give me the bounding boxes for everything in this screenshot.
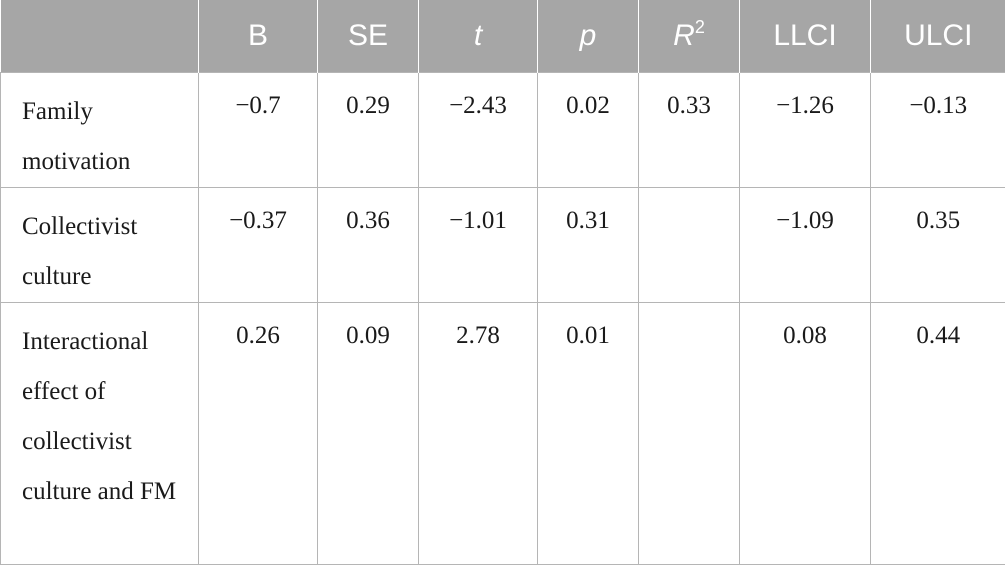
cell-se-value: 0.09 xyxy=(346,322,390,349)
cell-b: 0.26 xyxy=(198,302,318,565)
cell-b-value: −0.7 xyxy=(235,92,281,119)
cell-t-value: 2.78 xyxy=(456,322,500,349)
cell-r2 xyxy=(638,302,740,565)
cell-llci-value: −1.09 xyxy=(776,207,834,234)
header-b: B xyxy=(198,0,318,73)
row-label: Family motivation xyxy=(0,72,199,188)
cell-b: −0.7 xyxy=(198,72,318,188)
cell-p: 0.01 xyxy=(537,302,639,565)
header-llci: LLCI xyxy=(739,0,871,73)
cell-llci: −1.26 xyxy=(739,72,871,188)
cell-p: 0.31 xyxy=(537,187,639,303)
cell-r2 xyxy=(638,187,740,303)
table-row: Family motivation −0.7 0.29 −2.43 0.02 0… xyxy=(0,72,1005,188)
cell-ulci: −0.13 xyxy=(870,72,1005,188)
cell-r2: 0.33 xyxy=(638,72,740,188)
cell-b-value: −0.37 xyxy=(229,207,287,234)
table-row: Collectivist culture −0.37 0.36 −1.01 0.… xyxy=(0,187,1005,303)
cell-se: 0.36 xyxy=(317,187,419,303)
header-t: t xyxy=(418,0,538,73)
header-row: B SE t p R2 LLCI ULCI xyxy=(0,0,1005,73)
cell-p: 0.02 xyxy=(537,72,639,188)
cell-p-value: 0.01 xyxy=(566,322,610,349)
cell-ulci-value: 0.44 xyxy=(916,322,961,349)
cell-llci: 0.08 xyxy=(739,302,871,565)
header-p: p xyxy=(537,0,639,73)
cell-t: 2.78 xyxy=(418,302,538,565)
cell-se-value: 0.29 xyxy=(346,92,390,119)
cell-llci: −1.09 xyxy=(739,187,871,303)
cell-r2-value: 0.33 xyxy=(667,92,711,119)
header-r-superscript: 2 xyxy=(694,17,705,37)
header-r-squared: R2 xyxy=(638,0,740,73)
header-se: SE xyxy=(317,0,419,73)
header-r-base: R xyxy=(673,19,695,52)
cell-llci-value: 0.08 xyxy=(783,322,827,349)
cell-b: −0.37 xyxy=(198,187,318,303)
table-row: Interactional effect of collectivist cul… xyxy=(0,302,1005,565)
row-label: Interactional effect of collectivist cul… xyxy=(0,302,199,565)
cell-ulci: 0.44 xyxy=(870,302,1005,565)
table-body: Family motivation −0.7 0.29 −2.43 0.02 0… xyxy=(0,72,1005,565)
table-header: B SE t p R2 LLCI ULCI xyxy=(0,0,1005,73)
cell-p-value: 0.31 xyxy=(566,207,610,234)
cell-se-value: 0.36 xyxy=(346,207,390,234)
row-label: Collectivist culture xyxy=(0,187,199,303)
cell-b-value: 0.26 xyxy=(236,322,280,349)
cell-ulci-value: 0.35 xyxy=(916,207,961,234)
header-t-label: t xyxy=(473,19,483,52)
cell-t: −2.43 xyxy=(418,72,538,188)
cell-se: 0.09 xyxy=(317,302,419,565)
header-ulci: ULCI xyxy=(870,0,1005,73)
cell-t-value: −2.43 xyxy=(449,92,507,119)
cell-ulci: 0.35 xyxy=(870,187,1005,303)
cell-llci-value: −1.26 xyxy=(776,92,834,119)
cell-t: −1.01 xyxy=(418,187,538,303)
cell-r2-value xyxy=(639,202,739,210)
header-empty xyxy=(0,0,199,73)
cell-se: 0.29 xyxy=(317,72,419,188)
cell-r2-value xyxy=(639,317,739,325)
header-p-label: p xyxy=(579,19,597,52)
cell-ulci-value: −0.13 xyxy=(909,92,968,119)
cell-p-value: 0.02 xyxy=(566,92,610,119)
cell-t-value: −1.01 xyxy=(449,207,507,234)
